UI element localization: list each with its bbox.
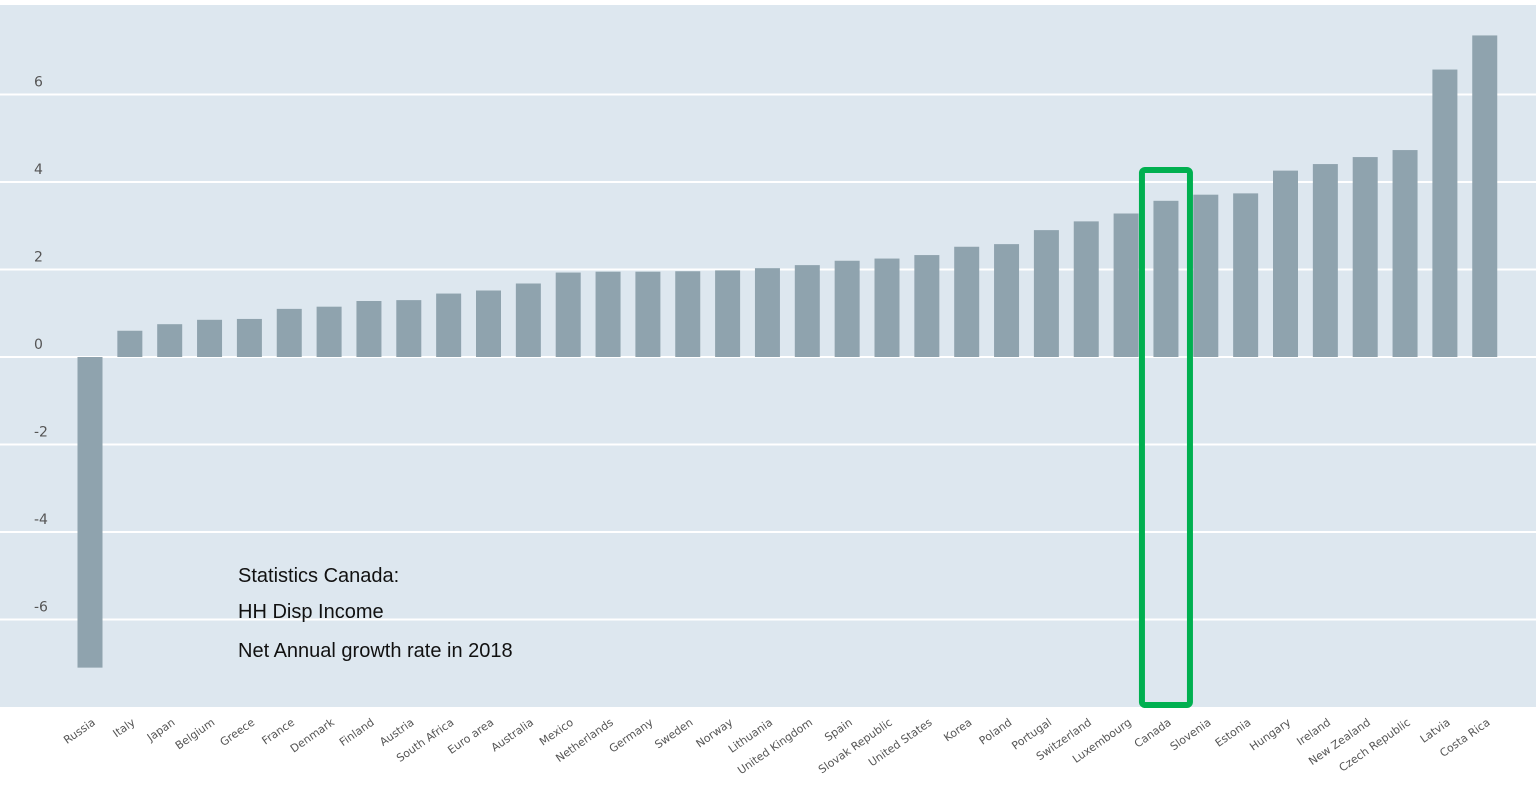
annotation-text: Statistics Canada: HH Disp Income Net An…	[238, 565, 513, 662]
y-tick-label: 0	[34, 337, 43, 353]
x-tick-label: Sweden	[652, 716, 695, 752]
bar-latvia	[1432, 69, 1458, 357]
bar-czech-republic	[1392, 150, 1418, 357]
bar-united-kingdom	[794, 265, 820, 357]
bar-ireland	[1312, 164, 1338, 357]
bar-norway	[715, 270, 741, 357]
y-tick-label: 4	[34, 162, 43, 178]
bar-japan	[157, 324, 183, 357]
y-axis-ticks: 6 4 2 0 -2 -4 -6	[34, 75, 48, 616]
bar-slovenia	[1193, 194, 1219, 357]
bar-slovak-republic	[874, 258, 900, 357]
annotation-line-2: HH Disp Income	[238, 601, 384, 623]
bar-netherlands	[595, 271, 621, 357]
x-tick-label: United Kingdom	[735, 716, 815, 777]
canada-highlight-box	[1138, 167, 1193, 708]
bar-sweden	[675, 271, 701, 357]
x-tick-label: Spain	[822, 716, 855, 744]
bar-switzerland	[1073, 221, 1099, 357]
bar-united-states	[914, 255, 940, 357]
annotation-line-1: Statistics Canada:	[238, 565, 399, 587]
bar-belgium	[197, 319, 223, 357]
bar-lithuania	[754, 268, 780, 357]
bar-korea	[954, 246, 980, 357]
bar-poland	[994, 244, 1020, 357]
bar-luxembourg	[1113, 213, 1139, 357]
bar-germany	[635, 271, 661, 357]
x-tick-label: Slovenia	[1168, 716, 1214, 754]
bar-spain	[834, 260, 860, 357]
bar-new-zealand	[1352, 157, 1378, 357]
bar-italy	[117, 330, 143, 357]
bar-estonia	[1233, 193, 1259, 357]
x-tick-label: Korea	[941, 716, 974, 745]
bar-hungary	[1273, 170, 1298, 357]
y-tick-label: 2	[34, 250, 43, 266]
bar-austria	[396, 300, 422, 357]
x-tick-label: Russia	[61, 716, 97, 747]
bar-denmark	[316, 306, 342, 357]
bar-greece	[236, 318, 262, 357]
y-tick-label: -6	[34, 600, 48, 616]
x-tick-label: Italy	[111, 716, 138, 741]
bar-france	[276, 308, 302, 357]
bar-australia	[515, 283, 541, 357]
bars	[77, 35, 1498, 668]
annotation-line-3: Net Annual growth rate in 2018	[238, 640, 513, 662]
y-tick-label: -2	[34, 425, 48, 441]
x-tick-label: Germany	[607, 716, 656, 756]
x-tick-label: Poland	[977, 716, 1015, 748]
bar-canada	[1153, 200, 1179, 357]
x-tick-label: Hungary	[1247, 716, 1293, 754]
x-tick-label: Belgium	[173, 716, 217, 753]
bar-costa-rica	[1472, 35, 1498, 357]
y-tick-label: -4	[34, 512, 48, 528]
x-tick-label: Estonia	[1213, 716, 1254, 750]
y-tick-label: 6	[34, 75, 43, 91]
bar-portugal	[1033, 230, 1059, 357]
bar-mexico	[555, 272, 581, 357]
x-tick-label: Finland	[337, 716, 377, 749]
x-tick-label: Japan	[144, 716, 177, 745]
x-tick-label: Denmark	[288, 715, 337, 755]
bar-euro-area	[476, 290, 501, 357]
x-tick-label: Greece	[218, 716, 258, 749]
bar-finland	[356, 301, 382, 357]
x-tick-label: Czech Republic	[1337, 716, 1413, 775]
bar-south-africa	[436, 293, 462, 357]
x-tick-label: Australia	[489, 716, 536, 755]
x-tick-label: Canada	[1132, 716, 1174, 751]
bar-russia	[77, 357, 103, 668]
